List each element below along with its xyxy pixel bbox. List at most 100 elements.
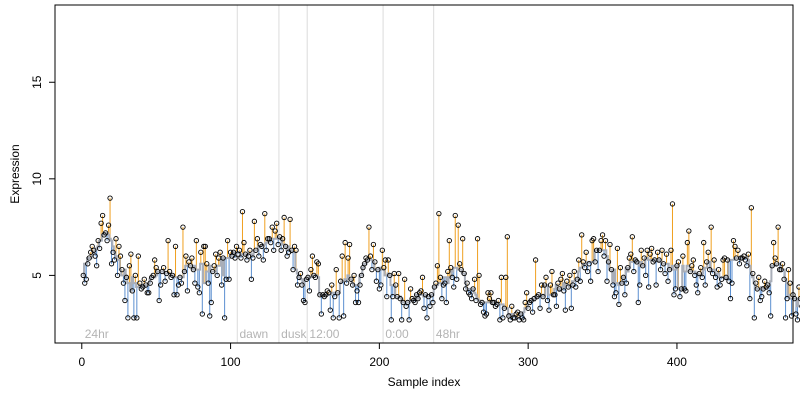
data-point bbox=[479, 299, 485, 306]
data-point bbox=[335, 290, 341, 296]
data-point bbox=[586, 261, 592, 267]
data-point bbox=[204, 261, 210, 267]
data-point bbox=[268, 239, 274, 246]
data-point bbox=[717, 282, 723, 288]
data-point bbox=[80, 272, 86, 279]
data-point bbox=[797, 295, 800, 302]
data-point bbox=[635, 299, 641, 306]
data-point bbox=[696, 270, 702, 277]
data-point bbox=[239, 209, 246, 215]
data-point bbox=[607, 241, 613, 248]
data-point bbox=[271, 247, 277, 253]
y-tick-label: 10 bbox=[30, 172, 44, 186]
data-point bbox=[546, 307, 552, 313]
data-point bbox=[315, 261, 322, 267]
data-point bbox=[367, 253, 374, 259]
data-point bbox=[198, 249, 204, 255]
data-point bbox=[552, 292, 558, 298]
data-point bbox=[671, 292, 677, 298]
data-point bbox=[302, 299, 308, 306]
data-point bbox=[348, 276, 354, 282]
data-point bbox=[641, 255, 647, 261]
x-tick-label: 200 bbox=[369, 355, 389, 369]
data-point bbox=[449, 274, 455, 280]
data-point bbox=[702, 282, 708, 288]
data-point bbox=[710, 270, 716, 277]
data-point bbox=[565, 284, 571, 290]
data-point bbox=[750, 270, 756, 277]
data-point bbox=[666, 266, 673, 273]
data-point bbox=[659, 247, 665, 253]
data-point bbox=[287, 216, 293, 223]
data-point bbox=[230, 249, 237, 255]
data-point bbox=[338, 278, 344, 284]
data-point bbox=[116, 243, 122, 250]
data-point bbox=[317, 292, 323, 298]
data-point bbox=[378, 282, 384, 288]
data-point bbox=[463, 286, 469, 292]
data-point bbox=[141, 276, 147, 282]
data-point bbox=[396, 270, 402, 277]
fit-line bbox=[82, 231, 800, 319]
data-point bbox=[370, 241, 377, 248]
data-point bbox=[654, 249, 661, 255]
data-point bbox=[299, 282, 305, 288]
data-point bbox=[407, 286, 414, 292]
data-point bbox=[110, 249, 116, 255]
data-point bbox=[104, 237, 110, 244]
data-point bbox=[573, 284, 579, 290]
data-point bbox=[147, 280, 153, 286]
data-point bbox=[454, 276, 460, 282]
data-point bbox=[117, 253, 124, 259]
data-point bbox=[418, 288, 424, 294]
data-point bbox=[96, 245, 103, 252]
data-point bbox=[427, 303, 433, 309]
data-point bbox=[687, 268, 693, 275]
plot-frame bbox=[54, 4, 794, 344]
x-tick-label: 100 bbox=[221, 355, 241, 369]
data-point bbox=[736, 261, 743, 267]
data-point bbox=[470, 286, 476, 292]
data-point bbox=[226, 276, 232, 282]
data-point bbox=[753, 280, 759, 286]
data-point bbox=[399, 317, 405, 323]
data-point bbox=[622, 292, 628, 298]
data-point bbox=[579, 232, 585, 238]
data-point bbox=[256, 253, 262, 259]
y-axis-label: Expression bbox=[8, 144, 22, 203]
data-point bbox=[91, 247, 97, 253]
data-point bbox=[718, 276, 725, 282]
data-point bbox=[152, 257, 158, 263]
data-point bbox=[150, 272, 156, 279]
data-point bbox=[476, 272, 482, 279]
data-point bbox=[643, 272, 649, 279]
data-point bbox=[326, 290, 332, 296]
data-point bbox=[205, 280, 211, 286]
data-point bbox=[460, 236, 466, 242]
data-point bbox=[747, 295, 753, 302]
data-point bbox=[278, 247, 284, 253]
data-point bbox=[634, 259, 640, 265]
data-point bbox=[236, 247, 243, 253]
data-point bbox=[131, 315, 137, 321]
data-point bbox=[247, 247, 253, 253]
data-point bbox=[174, 292, 180, 298]
x-axis-label: Sample index bbox=[388, 375, 461, 389]
data-point bbox=[384, 293, 390, 300]
data-point bbox=[412, 299, 418, 306]
data-point bbox=[486, 295, 493, 302]
data-point bbox=[779, 261, 786, 267]
data-point bbox=[388, 317, 394, 323]
data-point bbox=[723, 274, 729, 280]
data-point bbox=[474, 236, 481, 242]
data-point bbox=[421, 305, 427, 311]
data-point bbox=[172, 243, 179, 250]
y-tick-label: 15 bbox=[30, 75, 44, 89]
data-point bbox=[327, 307, 333, 313]
data-point bbox=[107, 195, 113, 201]
data-point bbox=[382, 257, 388, 263]
data-point bbox=[488, 290, 494, 296]
data-point bbox=[558, 276, 564, 282]
data-point bbox=[509, 303, 515, 309]
